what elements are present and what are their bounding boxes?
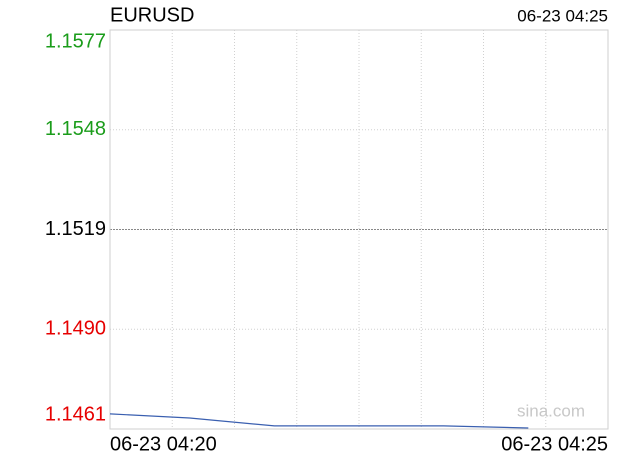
y-tick-label: 1.1490 [45,318,106,340]
price-line [109,413,529,429]
chart-title: EURUSD [110,4,194,26]
x-tick-label: 06-23 04:20 [110,433,217,455]
timestamp: 06-23 04:25 [517,6,608,25]
y-tick-label: 1.1519 [45,218,106,240]
y-tick-label: 1.1577 [45,30,106,52]
x-tick-label: 06-23 04:25 [501,433,608,455]
watermark: sina.com [517,401,585,420]
plot-frame [109,29,609,430]
y-tick-label: 1.1548 [45,118,106,140]
y-tick-label: 1.1461 [45,403,106,425]
